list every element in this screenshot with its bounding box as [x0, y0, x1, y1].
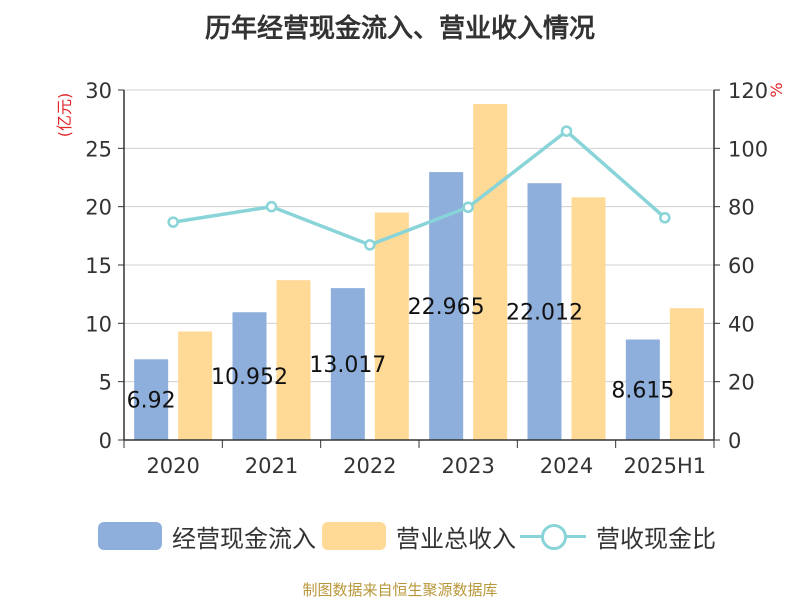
ratio-line: [172, 128, 666, 247]
data-label-cash-inflow: 22.965: [408, 295, 485, 320]
chart-canvas: 0 5 10 15 20 25 30 0 20 40 60 80 100 120 (亿元)% 2020 2021…: [55, 79, 786, 478]
bar-revenue: [178, 331, 213, 440]
y-left-tick-label: 15: [85, 254, 112, 278]
y-left-unit: (亿元): [55, 93, 74, 138]
x-tick-label: 2023: [441, 454, 494, 478]
x-tick-label: 2024: [540, 454, 593, 478]
ratio-point: [462, 201, 474, 213]
bar-revenue: [669, 308, 704, 440]
ratio-point: [364, 239, 376, 251]
y-right-tick-label: 100: [728, 137, 768, 161]
data-label-cash-inflow: 13.017: [309, 353, 386, 378]
bar-cash-inflow: [134, 359, 169, 440]
legend-item-ratio[interactable]: 营收现金比: [520, 518, 716, 554]
legend-label-ratio: 营收现金比: [596, 524, 716, 553]
y-right-tick-label: 40: [728, 312, 755, 336]
bar-revenue: [276, 280, 311, 440]
y-right-tick-label: 60: [728, 254, 755, 278]
y-right-tick-label: 120: [728, 79, 768, 103]
y-left-tick-label: 30: [85, 79, 112, 103]
y-right-tick-label: 80: [728, 196, 755, 220]
y-left-tick-label: 0: [99, 429, 112, 453]
y-right-tick-label: 0: [728, 429, 741, 453]
y-left-tick-label: 5: [99, 371, 112, 395]
y-right-unit: %: [767, 82, 786, 97]
bar-cash-inflow: [625, 339, 660, 440]
legend: 经营现金流入 营业总收入 营收现金比: [0, 518, 800, 554]
bar-revenue: [571, 197, 606, 440]
bar-cash-inflow: [232, 312, 267, 440]
legend-label-cash-inflow: 经营现金流入: [172, 524, 316, 553]
bar-revenue: [473, 104, 508, 440]
source-note: 制图数据来自恒生聚源数据库: [302, 581, 498, 599]
y-right-tick-label: 20: [728, 371, 755, 395]
x-tick-label: 2020: [146, 454, 199, 478]
data-label-cash-inflow: 22.012: [506, 301, 583, 326]
ratio-point: [560, 125, 573, 137]
legend-label-revenue: 营业总收入: [396, 524, 516, 553]
ratio-point: [659, 212, 671, 224]
y-left-tick-label: 20: [85, 196, 112, 220]
y-left-tick-label: 25: [85, 137, 112, 161]
ratio-point: [265, 200, 278, 213]
data-label-cash-inflow: 8.615: [611, 379, 674, 404]
x-tick-label: 2025H1: [624, 454, 707, 478]
data-label-cash-inflow: 6.92: [127, 389, 176, 414]
legend-item-revenue[interactable]: 营业总收入: [322, 518, 516, 554]
x-tick-label: 2021: [245, 454, 298, 478]
bar-cash-inflow: [330, 288, 365, 440]
ratio-point: [167, 216, 179, 228]
chart-title: 历年经营现金流入、营业收入情况: [204, 14, 595, 44]
y-left-tick-label: 10: [85, 312, 112, 336]
bar-revenue: [374, 212, 409, 440]
data-label-cash-inflow: 10.952: [211, 365, 288, 390]
cash-inflow-swatch: [98, 522, 162, 550]
bar-cash-inflow: [527, 183, 562, 440]
ratio-swatch: [520, 522, 586, 550]
legend-item-cash-inflow[interactable]: 经营现金流入: [98, 518, 316, 554]
x-tick-label: 2022: [343, 454, 396, 478]
revenue-swatch: [322, 522, 386, 550]
